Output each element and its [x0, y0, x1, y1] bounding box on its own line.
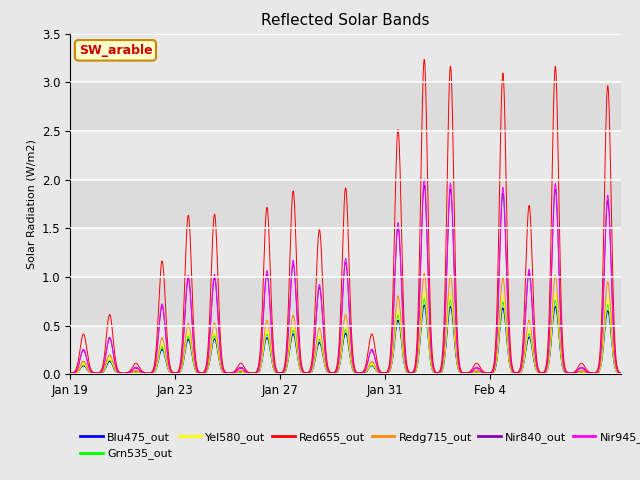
Nir945_out — [563, 370, 570, 376]
Grn535_out — [302, 371, 310, 377]
Blu475_out — [302, 371, 310, 377]
Bar — [70, 180, 621, 228]
Nir840_out — [421, 184, 429, 190]
Redg715_out — [617, 371, 625, 377]
Red655_out — [67, 370, 74, 376]
Grn535_out — [68, 372, 76, 377]
Y-axis label: Solar Radiation (W/m2): Solar Radiation (W/m2) — [26, 139, 36, 269]
Red655_out — [119, 370, 127, 376]
Grn535_out — [67, 371, 74, 377]
Red655_out — [421, 61, 429, 67]
Red655_out — [563, 369, 570, 374]
Redg715_out — [67, 371, 74, 377]
Yel580_out — [563, 371, 570, 376]
Line: Red655_out: Red655_out — [70, 60, 621, 373]
Bar — [70, 131, 621, 180]
Grn535_out — [421, 297, 429, 303]
Grn535_out — [617, 371, 625, 377]
Redg715_out — [125, 370, 133, 376]
Bar — [70, 34, 621, 82]
Nir945_out — [67, 371, 74, 376]
Redg715_out — [280, 369, 288, 374]
Grn535_out — [490, 368, 498, 374]
Redg715_out — [421, 272, 429, 278]
Blu475_out — [420, 302, 428, 308]
Grn535_out — [563, 371, 570, 377]
Bar — [70, 277, 621, 326]
Nir840_out — [67, 371, 74, 377]
Yel580_out — [302, 371, 310, 377]
Nir840_out — [490, 364, 498, 370]
Nir840_out — [563, 370, 570, 375]
Yel580_out — [125, 371, 133, 376]
Nir945_out — [125, 370, 133, 375]
Red655_out — [280, 363, 288, 369]
Grn535_out — [125, 371, 133, 376]
Redg715_out — [302, 372, 310, 377]
Bar — [70, 326, 621, 374]
Line: Grn535_out: Grn535_out — [70, 299, 621, 374]
Yel580_out — [420, 289, 428, 295]
Line: Blu475_out: Blu475_out — [70, 305, 621, 374]
Bar — [70, 82, 621, 131]
Yel580_out — [280, 370, 288, 375]
Nir840_out — [567, 372, 575, 377]
Nir945_out — [280, 367, 288, 373]
Redg715_out — [420, 271, 428, 276]
Yel580_out — [617, 371, 625, 377]
Nir840_out — [617, 370, 625, 376]
Redg715_out — [563, 371, 570, 376]
Grn535_out — [420, 296, 428, 302]
Nir840_out — [302, 371, 310, 376]
Legend: Blu475_out, Grn535_out, Yel580_out, Red655_out, Redg715_out, Nir840_out, Nir945_: Blu475_out, Grn535_out, Yel580_out, Red6… — [76, 428, 640, 464]
Bar — [70, 228, 621, 277]
Line: Yel580_out: Yel580_out — [70, 292, 621, 374]
Title: Reflected Solar Bands: Reflected Solar Bands — [261, 13, 430, 28]
Nir840_out — [125, 370, 133, 375]
Yel580_out — [116, 372, 124, 377]
Nir945_out — [490, 363, 498, 369]
Redg715_out — [490, 367, 498, 373]
Yel580_out — [490, 368, 498, 374]
Line: Nir840_out: Nir840_out — [70, 185, 621, 374]
Text: SW_arable: SW_arable — [79, 44, 152, 57]
Red655_out — [302, 370, 310, 376]
Blu475_out — [125, 371, 133, 377]
Blu475_out — [69, 372, 77, 377]
Blu475_out — [617, 371, 625, 377]
Red655_out — [490, 358, 498, 364]
Blu475_out — [280, 370, 288, 375]
Blu475_out — [67, 371, 74, 377]
Red655_out — [617, 370, 625, 376]
Blu475_out — [563, 371, 570, 377]
Nir945_out — [421, 180, 429, 185]
Nir945_out — [302, 370, 310, 376]
Nir945_out — [420, 176, 428, 182]
Redg715_out — [119, 372, 127, 377]
Blu475_out — [490, 369, 498, 374]
Yel580_out — [421, 291, 429, 297]
Nir840_out — [280, 367, 288, 373]
Yel580_out — [67, 371, 74, 377]
Nir945_out — [617, 371, 625, 376]
Red655_out — [125, 369, 133, 374]
Line: Redg715_out: Redg715_out — [70, 274, 621, 374]
Line: Nir945_out: Nir945_out — [70, 179, 621, 374]
Nir945_out — [407, 371, 415, 377]
Blu475_out — [421, 303, 429, 309]
Nir840_out — [420, 182, 428, 188]
Grn535_out — [280, 369, 288, 375]
Red655_out — [420, 57, 428, 62]
